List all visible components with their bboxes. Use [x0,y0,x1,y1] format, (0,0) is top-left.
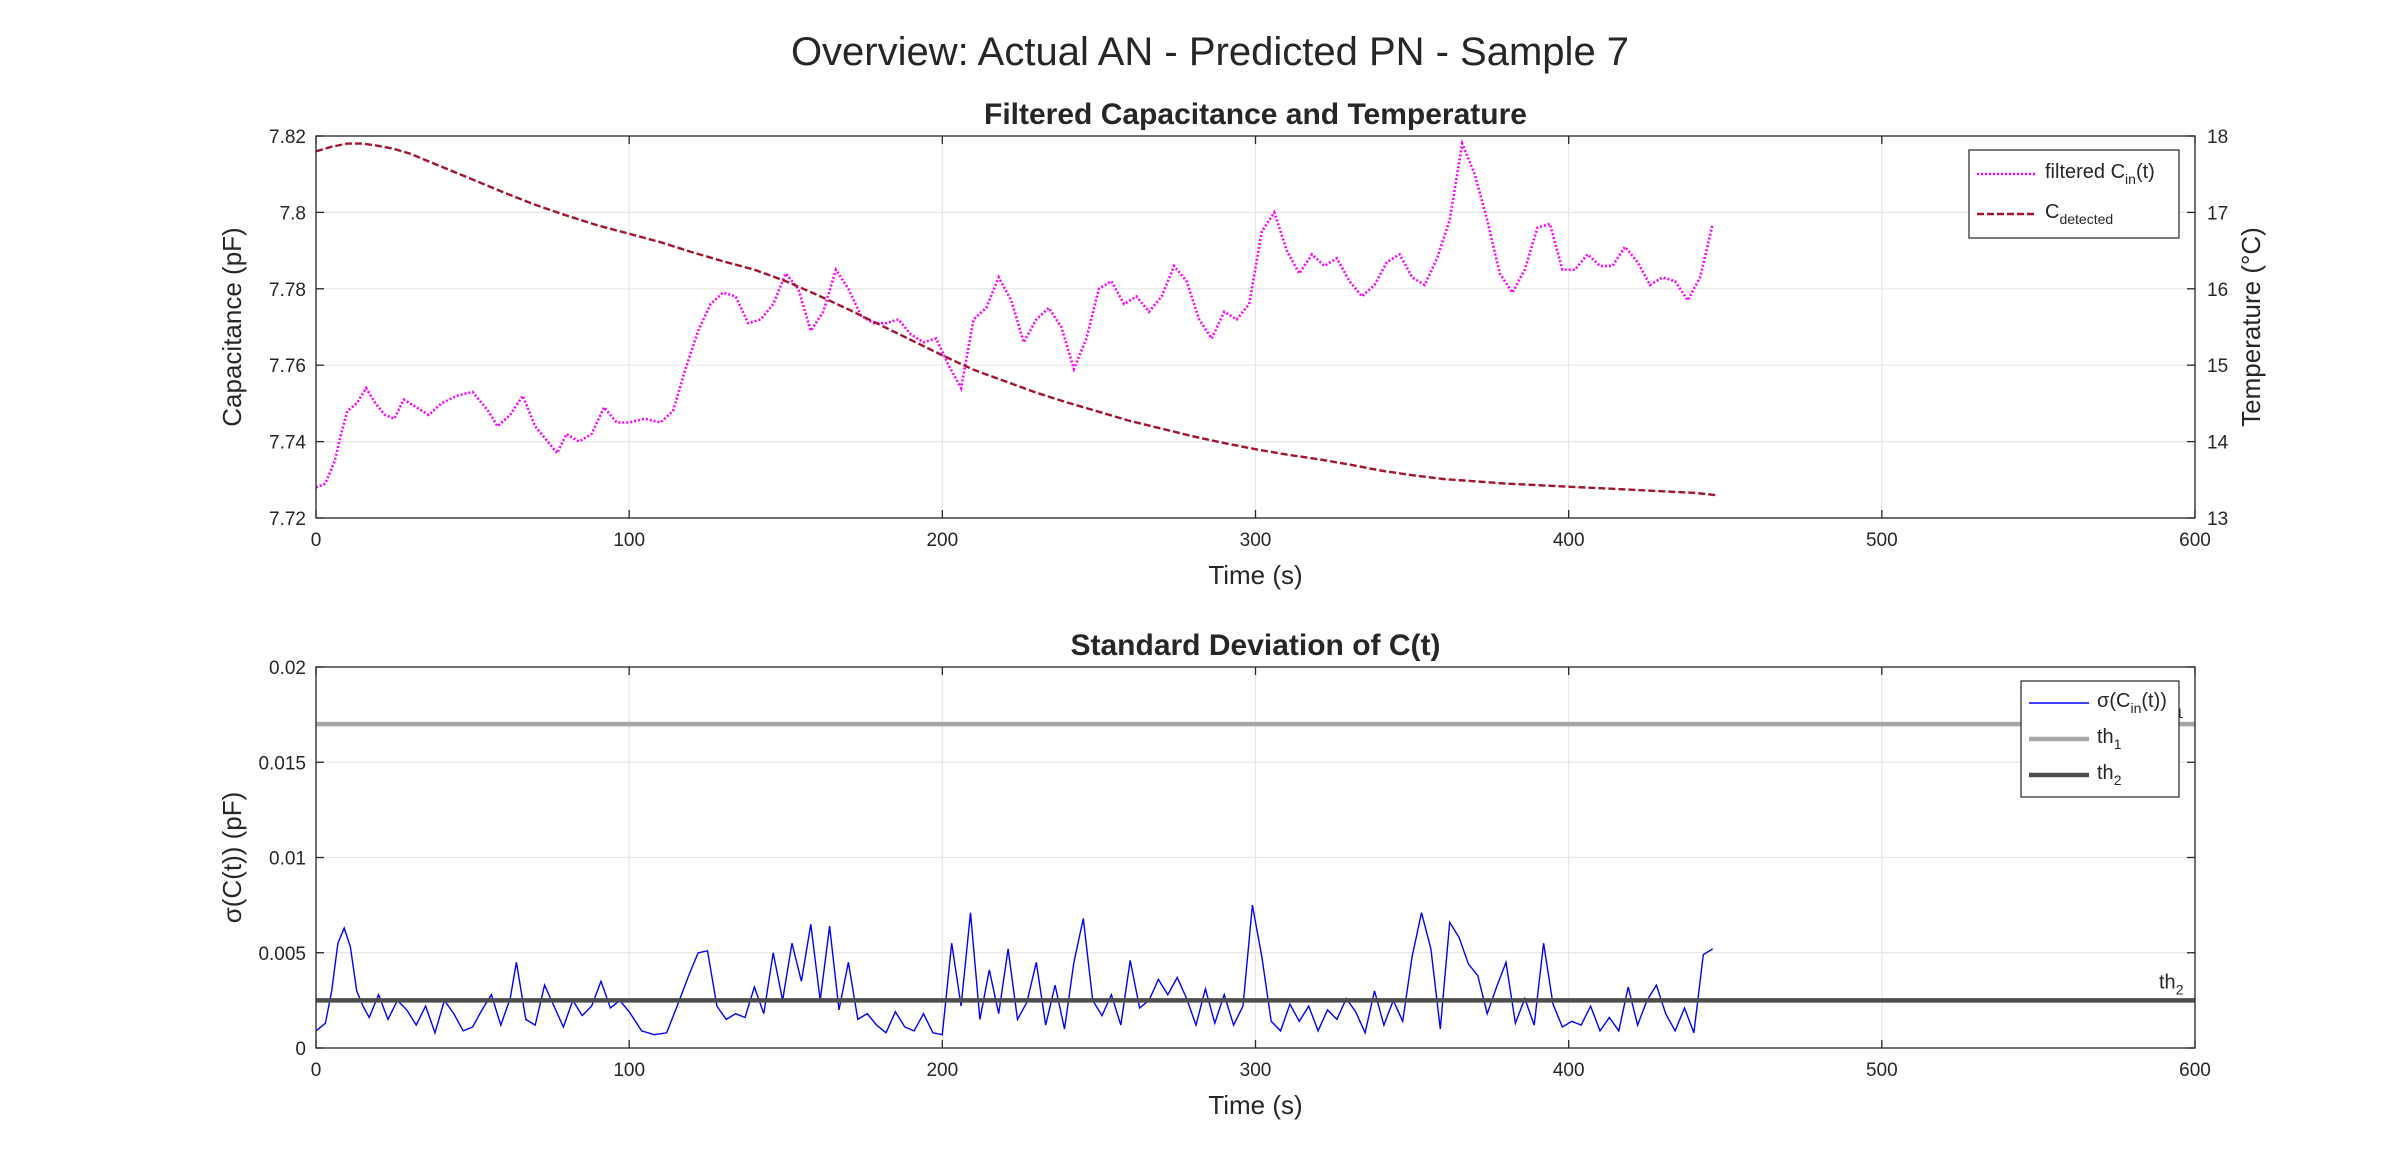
plot-title: Standard Deviation of C(t) [1070,629,1440,662]
y-right-tick-label: 15 [2207,356,2228,377]
y-right-tick-label: 13 [2207,509,2228,530]
legend-entry-0: σ(Cin(t)) [2097,690,2167,716]
legend-entry-0-suffix: (t)) [2141,690,2167,712]
x-tick-label: 0 [311,1060,322,1081]
y-right-tick-label: 18 [2207,127,2228,148]
legend-entry-1-sub: 1 [2114,736,2122,752]
y-tick-label: 7.8 [280,203,306,224]
annotation-0-sub: 1 [2176,705,2184,721]
legend-entry-1-sub: detected [2059,211,2113,227]
legend-entry-0-sub: in [2130,700,2141,716]
x-tick-label: 200 [926,530,958,551]
annotation-1-sub: 2 [2176,981,2184,997]
std-deviation-plot: 0 100 200 300 400 500 600 0 0.005 0.01 0.015 0.02 St… [217,629,2211,1120]
x-tick-label: 600 [2179,530,2211,551]
legend-box [1968,149,2180,239]
legend-entry-2-main: th [2097,762,2114,784]
y-tick-label: 0.015 [258,753,306,774]
x-tick-label: 400 [1553,530,1585,551]
y-right-axis-label: Temperature (°C) [2236,227,2266,427]
legend-entry-1: Cdetected [2045,201,2113,227]
y-right-tick-label: 14 [2207,433,2229,454]
y-tick-label: 7.76 [269,356,306,377]
y-right-tick-label: 17 [2207,203,2228,224]
legend-entry-2-sub: 2 [2114,772,2122,788]
plot-title: Filtered Capacitance and Temperature [984,98,1527,131]
legend: filtered Cin(t) Cdetected [1968,149,2180,239]
legend-entry-2: th2 [2097,762,2122,788]
legend-entry-0-main: σ(C [2097,690,2130,712]
x-axis-label: Time (s) [1208,560,1302,590]
legend-entry-0-main: filtered C [2045,161,2125,183]
x-tick-label: 0 [311,530,322,551]
x-tick-label: 200 [926,1060,958,1081]
annotation-1-main: th [2159,971,2176,993]
y-tick-label: 7.82 [269,127,306,148]
legend-entry-1-main: C [2045,201,2059,223]
annotation-1: th2 [2159,971,2184,997]
y-right-tick-label: 16 [2207,280,2228,301]
x-tick-label: 500 [1866,1060,1898,1081]
y-axis-label: σ(C(t)) (pF) [217,792,247,924]
x-axis-label: Time (s) [1208,1090,1302,1120]
series-line-0 [315,904,1714,1036]
y-tick-label: 7.78 [269,280,306,301]
y-tick-label: 0.005 [258,944,306,965]
y-tick-label: 7.72 [269,509,306,530]
legend-entry-0: filtered Cin(t) [2045,161,2155,187]
y-tick-label: 0.01 [269,849,306,870]
series-line-0 [315,138,1714,489]
legend-entry-0-suffix: (t) [2136,161,2155,183]
x-tick-label: 300 [1240,530,1272,551]
x-tick-label: 100 [613,530,645,551]
legend-entry-1: th1 [2097,726,2122,752]
x-tick-label: 600 [2179,1060,2211,1081]
x-tick-label: 300 [1240,1060,1272,1081]
y-axis-label: Capacitance (pF) [217,227,247,426]
y-tick-label: 7.74 [269,433,306,454]
figure-title: Overview: Actual AN - Predicted PN - Sam… [791,30,1629,74]
series-line-1 [315,142,1717,497]
capacitance-temperature-plot: 0 100 200 300 400 500 600 7.72 7.74 7.76 7.78 7.8 7.… [217,98,2266,590]
x-tick-label: 100 [613,1060,645,1081]
legend-entry-1-main: th [2097,726,2114,748]
y-tick-label: 0 [295,1039,306,1060]
legend-entry-0-sub: in [2125,171,2136,187]
x-tick-label: 400 [1553,1060,1585,1081]
y-tick-label: 0.02 [269,658,306,679]
x-tick-label: 500 [1866,530,1898,551]
